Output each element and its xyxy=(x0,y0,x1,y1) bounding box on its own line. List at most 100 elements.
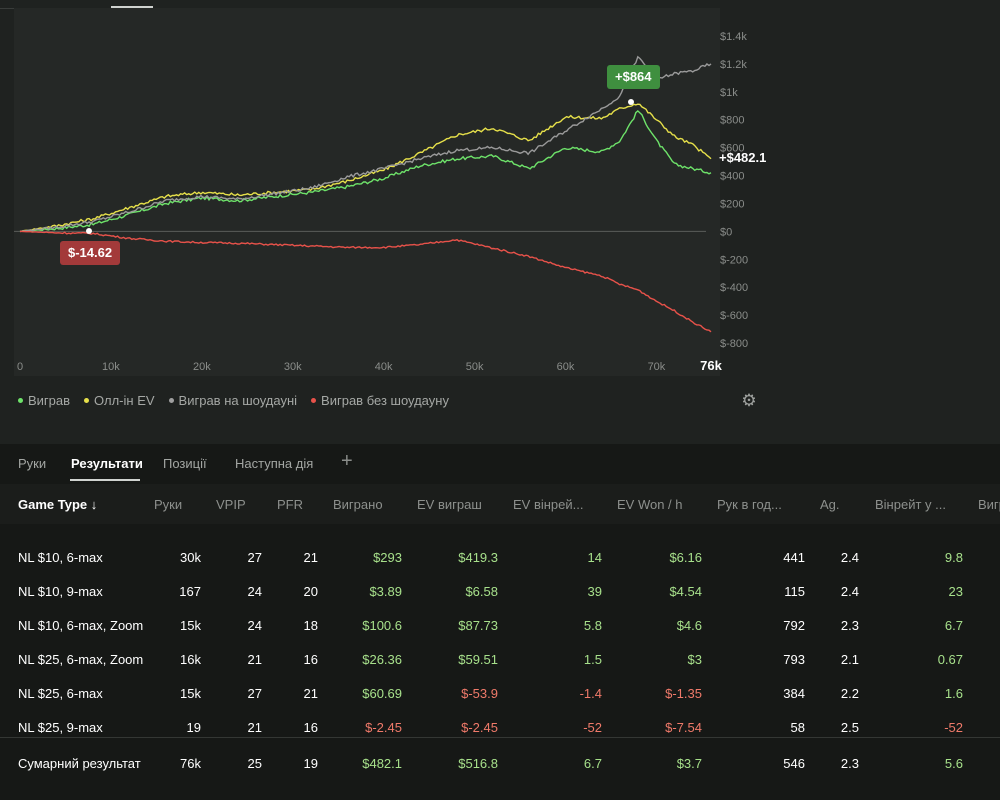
hands-per-hour-cell: 384 xyxy=(783,686,805,701)
add-tab-icon[interactable]: + xyxy=(341,450,353,472)
vpip-cell: 21 xyxy=(247,652,262,667)
x-tick-label: 70k xyxy=(648,361,666,373)
peak-marker xyxy=(628,99,634,105)
hands-per-hour-cell: 792 xyxy=(783,618,805,633)
ev-won-cell: $-53.9 xyxy=(461,686,498,701)
won-cell: $482.1 xyxy=(362,756,402,771)
pfr-cell: 19 xyxy=(303,756,318,771)
column-header-aggression[interactable]: Ag. xyxy=(820,497,840,512)
series-line-1 xyxy=(19,103,712,233)
game-type-cell: Сумарний результат xyxy=(18,756,141,771)
aggression-cell: 2.5 xyxy=(840,720,859,735)
table-row[interactable]: NL $25, 6-max, Zoom 16k 21 16 $26.36 $59.51 1.… xyxy=(0,642,1000,676)
hands-cell: 76k xyxy=(180,756,201,771)
low-badge: $-14.62 xyxy=(60,241,121,265)
column-header-hands-per-hour[interactable]: Рук в год... xyxy=(717,497,782,512)
tab-positions[interactable]: Позиції xyxy=(163,456,207,471)
hands-per-hour-cell: 441 xyxy=(783,550,805,565)
legend-dot xyxy=(168,398,174,403)
table-row[interactable]: NL $10, 6-max, Zoom 15k 24 18 $100.6 $87.73 5.… xyxy=(0,608,1000,642)
legend-item-showdown[interactable]: Виграв на шоудауні xyxy=(168,393,297,408)
legend-label: Виграв xyxy=(28,393,71,408)
column-header-vpip[interactable]: VPIP xyxy=(216,497,246,512)
x-tick-label: 60k xyxy=(557,361,575,373)
winrate-cell: 0.67 xyxy=(937,652,963,667)
hands-cell: 19 xyxy=(186,720,201,735)
ev-won-per-hour-cell: $3.7 xyxy=(676,756,702,771)
y-tick-label: $400 xyxy=(720,171,744,183)
tab-results[interactable]: Результати xyxy=(71,456,143,471)
y-tick-label: $-800 xyxy=(720,338,748,350)
ev-won-per-hour-cell: $-7.54 xyxy=(665,720,702,735)
vpip-cell: 24 xyxy=(247,618,262,633)
winrate-cell: 6.7 xyxy=(944,618,963,633)
series-line-3 xyxy=(20,230,712,333)
table-row[interactable]: NL $25, 6-max 15k 27 21 $60.69 $-53.9 -1.4 $-1.… xyxy=(0,676,1000,710)
column-header-winrate[interactable]: Вінрейт у ... xyxy=(875,497,946,512)
ev-won-cell: $6.58 xyxy=(465,584,498,599)
vpip-cell: 24 xyxy=(247,584,262,599)
pfr-cell: 16 xyxy=(303,652,318,667)
hands-cell: 15k xyxy=(180,686,201,701)
ev-winrate-cell: 1.5 xyxy=(583,652,602,667)
legend-label: Виграв без шоудауну xyxy=(321,393,449,408)
pfr-cell: 16 xyxy=(303,720,318,735)
column-header-ev-winrate[interactable]: EV вінрей... xyxy=(513,497,584,512)
ev-won-per-hour-cell: $4.54 xyxy=(669,584,702,599)
ev-won-per-hour-cell: $3 xyxy=(687,652,702,667)
winrate-cell: 5.6 xyxy=(944,756,963,771)
vpip-cell: 27 xyxy=(247,550,262,565)
column-header-game-type[interactable]: Game Type ↓ xyxy=(18,497,98,512)
column-header-won-extra[interactable]: Виграно xyxy=(978,497,1000,512)
tab-hands[interactable]: Руки xyxy=(18,456,47,471)
ev-won-per-hour-cell: $6.16 xyxy=(669,550,702,565)
aggression-cell: 2.2 xyxy=(840,686,859,701)
game-type-cell: NL $10, 6-max xyxy=(18,550,103,565)
aggression-cell: 2.3 xyxy=(840,618,859,633)
game-type-cell: NL $25, 6-max, Zoom xyxy=(18,652,144,667)
top-active-tab-indicator[interactable] xyxy=(111,6,153,8)
table-row[interactable]: NL $10, 9-max 167 24 20 $3.89 $6.58 39 $4.54 115… xyxy=(0,574,1000,608)
winrate-cell: 9.8 xyxy=(944,550,963,565)
x-tick-label: 0 xyxy=(17,361,23,373)
results-table: Game Type ↓ Руки VPIP PFR Виграно EV виг… xyxy=(0,484,1000,800)
table-row[interactable]: NL $10, 6-max 30k 27 21 $293 $419.3 14 $6.16 441… xyxy=(0,540,1000,574)
tab-next-action[interactable]: Наступна дія xyxy=(235,456,314,471)
hands-cell: 30k xyxy=(180,550,201,565)
hands-per-hour-cell: 58 xyxy=(790,720,805,735)
y-tick-label: $-400 xyxy=(720,282,748,294)
gear-icon[interactable]: ⚙ xyxy=(741,391,757,410)
x-tick-label: 10k xyxy=(102,361,120,373)
column-header-ev-won[interactable]: EV виграш xyxy=(417,497,482,512)
hands-cell: 167 xyxy=(179,584,201,599)
winrate-cell: -52 xyxy=(944,720,963,735)
legend-dot xyxy=(84,398,90,403)
legend-item-won[interactable]: Виграв xyxy=(18,393,70,408)
end-value-label: +$482.1 xyxy=(719,150,766,165)
won-cell: $-2.45 xyxy=(365,720,402,735)
chart-panel xyxy=(14,8,1000,444)
column-header-pfr[interactable]: PFR xyxy=(277,497,303,512)
ev-winrate-cell: -1.4 xyxy=(579,686,602,701)
column-header-ev-won-per-hour[interactable]: EV Won / h xyxy=(617,497,683,512)
pfr-cell: 21 xyxy=(303,550,318,565)
table-total-row[interactable]: Сумарний результат 76k 25 19 $482.1 $516.8 6.7… xyxy=(0,746,1000,780)
hands-per-hour-cell: 115 xyxy=(784,584,805,599)
table-row[interactable]: NL $25, 9-max 19 21 16 $-2.45 $-2.45 -52 $-7.54… xyxy=(0,710,1000,744)
legend-item-non-showdown[interactable]: Виграв без шоудауну xyxy=(311,393,449,408)
aggression-cell: 2.4 xyxy=(840,550,859,565)
ev-winrate-cell: 14 xyxy=(587,550,602,565)
column-header-hands[interactable]: Руки xyxy=(154,497,183,512)
hands-per-hour-cell: 793 xyxy=(783,652,805,667)
y-tick-label: $-600 xyxy=(720,310,748,322)
legend-dot xyxy=(18,398,23,403)
y-tick-label: $1.2k xyxy=(720,59,747,71)
column-header-won[interactable]: Виграно xyxy=(333,497,383,512)
winrate-cell: 1.6 xyxy=(944,686,963,701)
legend-item-allin-ev[interactable]: Олл-ін EV xyxy=(84,393,155,408)
won-cell: $3.89 xyxy=(369,584,402,599)
tabs-bar: Руки Результати Позиції Наступна дія xyxy=(0,444,1000,484)
ev-winrate-cell: -52 xyxy=(583,720,602,735)
hands-cell: 15k xyxy=(180,618,201,633)
hands-per-hour-cell: 546 xyxy=(783,756,805,771)
